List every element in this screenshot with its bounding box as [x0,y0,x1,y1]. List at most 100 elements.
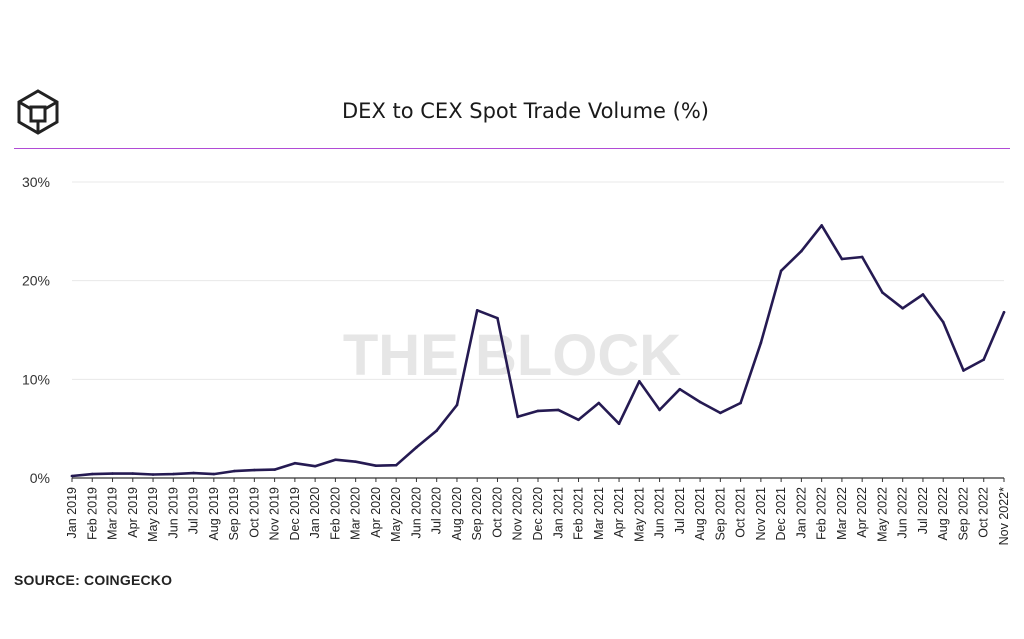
x-tick-label: Oct 2021 [734,487,748,538]
data-point [111,472,114,475]
x-tick-label: Mar 2022 [835,487,849,540]
source-note: SOURCE: COINGECKO [14,572,173,588]
x-tick-label: Jun 2021 [653,487,667,538]
x-tick-label: Aug 2019 [207,487,221,541]
data-point [394,463,398,467]
x-tick-label: Sep 2021 [713,487,727,541]
x-tick-label: Oct 2019 [247,487,261,538]
x-tick-label: Apr 2021 [612,487,626,538]
chart-title: DEX to CEX Spot Trade Volume (%) [342,99,709,123]
x-tick-label: Apr 2022 [855,487,869,538]
data-point [212,472,216,476]
x-tick-label: Aug 2020 [450,487,464,541]
data-point [1002,310,1006,314]
x-tick-label: Mar 2021 [592,487,606,540]
data-point [516,415,520,419]
x-tick-label: Mar 2019 [106,487,120,540]
data-point [435,429,438,432]
data-point [253,468,256,472]
grid-lines [72,181,1004,479]
x-tick-label: Jan 2021 [551,487,565,538]
x-tick-label: Oct 2022 [977,487,991,538]
x-tick-label: Feb 2020 [328,487,342,540]
line-chart: THE BLOCK 0% 10% 20% 30% Jan 2019 Feb 2019 Ma… [22,174,1011,545]
x-tick-label: Jun 2019 [166,487,180,538]
x-tick-label: Jan 2019 [65,487,79,538]
x-tick-label: Feb 2019 [85,487,99,540]
y-tick-label: 20% [22,273,50,289]
data-point [982,358,986,361]
title-divider [14,148,1010,149]
data-point [901,306,904,310]
x-tick-label: May 2020 [389,487,403,542]
x-tick-label: Sep 2020 [470,487,484,541]
x-tick-label: Jan 2022 [794,487,808,538]
data-point [415,446,418,449]
x-tick-label: Jan 2020 [308,487,322,538]
data-point [779,269,783,273]
data-point [597,401,601,405]
data-point [556,408,560,412]
x-tick-label: Jul 2020 [430,487,444,534]
x-tick-label: Nov 2022* [997,487,1011,546]
data-point [678,387,682,391]
data-point [334,458,337,462]
x-tick-label: Oct 2020 [490,487,504,538]
y-axis-ticks: 0% 10% 20% 30% [22,174,50,486]
data-point [293,461,297,465]
data-point [151,473,155,476]
x-tick-label: Aug 2022 [936,487,950,541]
data-point [941,320,945,324]
data-point [496,316,499,320]
data-point [962,369,965,372]
y-tick-label: 30% [22,174,50,190]
x-tick-label: Jul 2022 [916,487,930,534]
data-point [536,409,540,413]
y-tick-label: 10% [22,371,50,387]
x-tick-label: May 2021 [632,487,646,542]
data-point [90,472,94,476]
data-point [658,408,661,412]
x-tick-label: Nov 2021 [754,487,768,541]
x-tick-label: Dec 2019 [288,487,302,541]
data-point [313,464,317,468]
x-tick-label: Sep 2022 [956,487,970,541]
x-tick-label: Aug 2021 [693,487,707,541]
x-tick-label: Nov 2020 [511,487,525,541]
y-tick-label: 0% [30,470,50,486]
data-point [840,257,844,261]
watermark: THE BLOCK [343,323,681,388]
x-tick-label: Jun 2020 [409,487,423,538]
data-point [131,472,135,475]
x-tick-label: Feb 2021 [572,487,586,540]
x-tick-label: Dec 2020 [531,487,545,541]
data-point [374,464,378,467]
data-point [800,249,803,253]
data-point [860,255,864,259]
x-axis-ticks: Jan 2019 Feb 2019 Mar 2019 Apr 2019 May 2019… [65,478,1011,545]
x-tick-label: Jul 2021 [673,487,687,534]
data-point [577,418,580,422]
data-point [192,471,195,475]
data-point [921,293,925,296]
data-point [172,472,175,476]
x-tick-label: Sep 2019 [227,487,241,541]
x-tick-label: Mar 2020 [349,487,363,540]
x-tick-label: Nov 2019 [268,487,282,541]
x-tick-label: May 2019 [146,487,160,542]
the-block-logo-icon [17,89,59,135]
data-point [617,422,621,426]
x-tick-label: Dec 2021 [774,487,788,541]
data-point [698,400,702,404]
data-point [638,380,641,383]
data-point [232,469,236,473]
x-tick-label: Jul 2019 [187,487,201,534]
data-point [739,401,742,405]
data-point [455,403,459,407]
data-point [820,224,823,227]
x-tick-label: Apr 2020 [369,487,383,538]
data-point [70,474,74,478]
data-point [273,468,276,471]
series-group [70,224,1006,478]
x-tick-label: Feb 2022 [815,487,829,540]
